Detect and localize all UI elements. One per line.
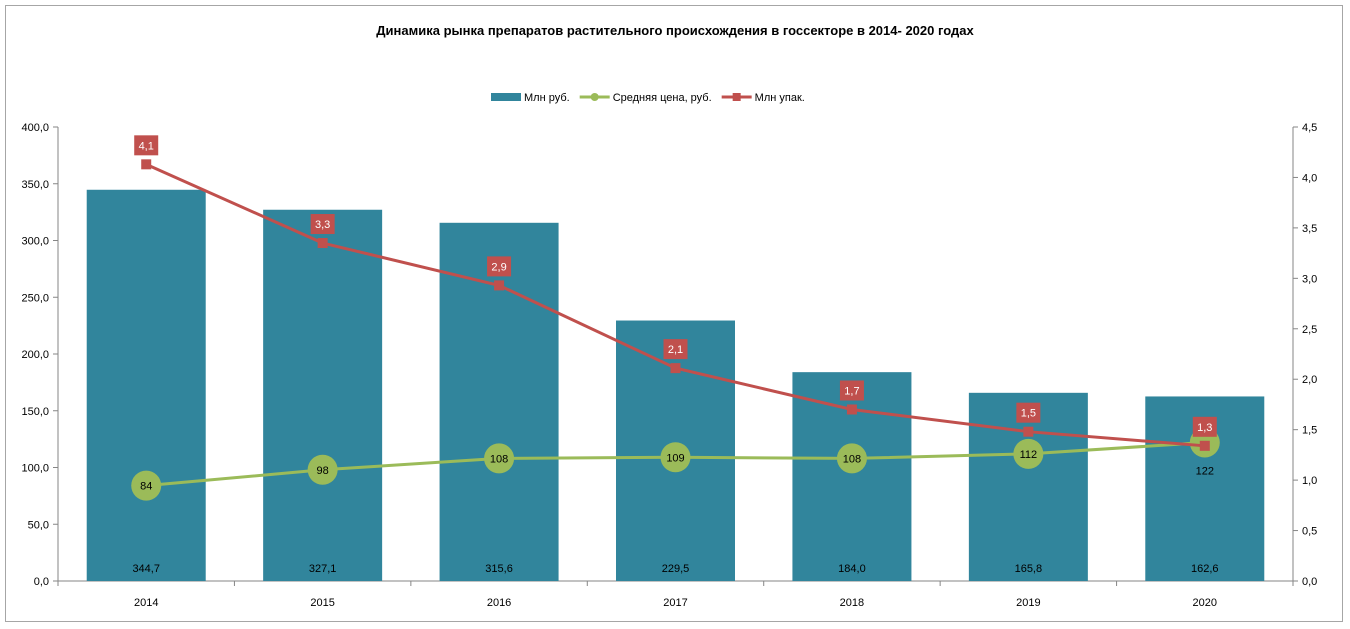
packages-value-label: 1,5	[1021, 408, 1036, 420]
left-axis-tick-label: 300,0	[21, 236, 49, 248]
left-axis-tick-label: 350,0	[21, 179, 49, 191]
price-value-label: 108	[490, 453, 508, 465]
left-axis-tick-label: 150,0	[21, 406, 49, 418]
bar-value-label: 184,0	[838, 563, 866, 575]
price-marker	[484, 443, 515, 474]
price-value-label: 122	[1196, 466, 1214, 478]
packages-marker	[670, 363, 681, 374]
left-axis-tick-label: 100,0	[21, 463, 49, 475]
packages-label-box	[134, 135, 159, 156]
right-axis-tick-label: 1,5	[1302, 425, 1317, 437]
legend-swatch-marker	[732, 93, 741, 101]
price-marker	[660, 442, 691, 473]
bar	[86, 189, 206, 581]
packages-label-box	[663, 339, 688, 360]
bar	[263, 209, 383, 581]
packages-value-label: 3,3	[315, 219, 330, 231]
packages-label-box	[487, 256, 512, 277]
packages-value-label: 4,1	[139, 140, 154, 152]
bar-value-label: 165,8	[1015, 563, 1043, 575]
bar-value-label: 344,7	[132, 563, 160, 575]
right-axis-tick-label: 4,5	[1302, 122, 1317, 134]
x-axis-tick-label: 2015	[310, 597, 334, 609]
data-labels: 344,7 327,1 315,6 229,5 184,0 165,8 162,6 84 98 1…	[132, 135, 1219, 575]
chart-frame	[5, 5, 1343, 622]
price-value-label: 112	[1020, 449, 1038, 461]
bar	[792, 372, 912, 581]
legend-label: Млн руб.	[524, 92, 570, 104]
left-axis-tick-label: 0,0	[34, 576, 49, 588]
packages-marker	[1023, 426, 1034, 437]
price-marker	[307, 454, 338, 485]
bar-value-label: 315,6	[485, 563, 513, 575]
packages-value-label: 2,9	[491, 261, 506, 273]
legend-label: Млн упак.	[755, 92, 805, 104]
packages-label-box	[310, 214, 335, 235]
bar-value-label: 327,1	[309, 563, 337, 575]
chart-title: Динамика рынка препаратов растительного …	[376, 23, 974, 38]
packages-label-box	[1016, 402, 1041, 423]
price-value-label: 84	[140, 481, 152, 493]
packages-value-label: 1,3	[1197, 422, 1212, 434]
bar-value-label: 162,6	[1191, 563, 1219, 575]
price-value-label: 109	[666, 452, 684, 464]
right-axis-tick-label: 3,5	[1302, 223, 1317, 235]
legend-swatch-marker	[590, 93, 599, 101]
packages-label-box	[1192, 416, 1217, 437]
right-axis-tick-label: 3,0	[1302, 273, 1317, 285]
price-value-label: 108	[843, 453, 861, 465]
right-axis-tick-label: 4,0	[1302, 172, 1317, 184]
right-axis-tick-label: 2,0	[1302, 374, 1317, 386]
left-axis-tick-label: 50,0	[28, 519, 49, 531]
x-axis-tick-label: 2020	[1193, 597, 1217, 609]
x-axis-tick-label: 2014	[134, 597, 158, 609]
left-axis-tick-label: 250,0	[21, 292, 49, 304]
left-axis-tick-label: 200,0	[21, 349, 49, 361]
packages-marker	[846, 404, 857, 415]
price-value-label: 98	[317, 465, 329, 477]
bar	[968, 392, 1088, 581]
legend-swatch-bar	[491, 93, 521, 101]
packages-label-box	[839, 380, 864, 401]
right-axis-tick-label: 0,5	[1302, 526, 1317, 538]
price-marker	[131, 470, 162, 501]
left-axis-tick-label: 400,0	[21, 122, 49, 134]
x-axis-tick-label: 2018	[840, 597, 864, 609]
packages-value-label: 2,1	[668, 344, 683, 356]
price-marker	[1013, 438, 1044, 469]
price-marker	[836, 443, 867, 474]
right-axis-tick-label: 0,0	[1302, 576, 1317, 588]
x-axis-tick-label: 2019	[1016, 597, 1040, 609]
packages-value-label: 1,7	[844, 385, 859, 397]
packages-marker	[317, 238, 328, 249]
x-axis-tick-label: 2016	[487, 597, 511, 609]
legend-label: Средняя цена, руб.	[613, 92, 712, 104]
x-axis-tick-label: 2017	[663, 597, 687, 609]
bars	[86, 189, 1265, 581]
packages-marker	[141, 159, 152, 170]
packages-marker	[494, 280, 505, 291]
bar-value-label: 229,5	[662, 563, 690, 575]
packages-marker	[1199, 440, 1210, 451]
legend: Млн руб. Средняя цена, руб. Млн упак.	[491, 92, 805, 104]
right-axis-tick-label: 1,0	[1302, 475, 1317, 487]
right-axis-tick-label: 2,5	[1302, 324, 1317, 336]
